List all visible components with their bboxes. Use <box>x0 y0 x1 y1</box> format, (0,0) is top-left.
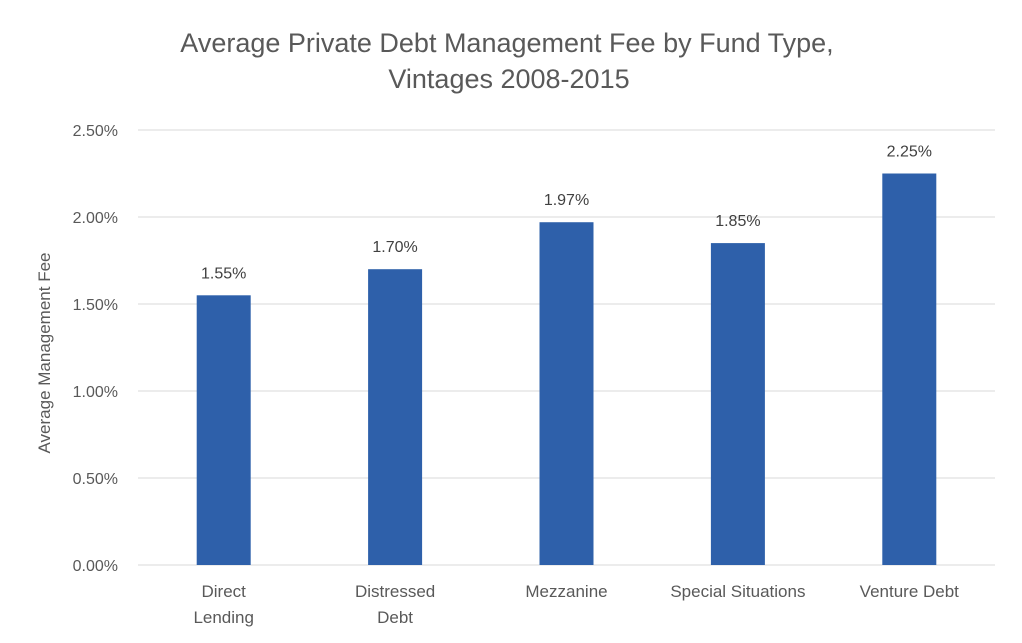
y-tick-label: 1.50% <box>73 297 118 314</box>
bar <box>882 173 937 565</box>
y-tick-label: 0.50% <box>73 471 118 488</box>
data-labels: 1.55% 1.70% 1.97% 1.85% 2.25% <box>201 144 932 283</box>
data-label: 2.25% <box>887 144 932 161</box>
x-category-label: Distressed <box>355 582 435 601</box>
x-category-label: Debt <box>377 608 413 627</box>
bars <box>196 173 937 565</box>
data-label: 1.55% <box>201 265 246 282</box>
x-category-label: Venture Debt <box>860 582 960 601</box>
bar <box>368 269 423 565</box>
data-label: 1.85% <box>715 213 760 230</box>
x-category-label: Special Situations <box>670 582 805 601</box>
bar <box>539 222 594 565</box>
chart-title-line-1: Average Private Debt Management Fee by F… <box>180 28 833 58</box>
x-axis-categories: Direct Lending Distressed Debt Mezzanine Spec… <box>193 582 959 627</box>
bar <box>710 243 765 565</box>
x-category-label: Direct <box>201 582 246 601</box>
data-label: 1.97% <box>544 192 589 209</box>
chart-title-line-2: Vintages 2008-2015 <box>388 64 629 94</box>
data-label: 1.70% <box>372 239 417 256</box>
y-tick-label: 1.00% <box>73 384 118 401</box>
y-axis-ticks: 0.00% 0.50% 1.00% 1.50% 2.00% 2.50% <box>73 123 118 575</box>
x-category-label: Mezzanine <box>525 582 607 601</box>
y-axis-label: Average Management Fee <box>35 253 54 454</box>
x-category-label: Lending <box>193 608 254 627</box>
bar <box>196 295 251 565</box>
y-tick-label: 2.50% <box>73 123 118 140</box>
y-tick-label: 2.00% <box>73 210 118 227</box>
y-tick-label: 0.00% <box>73 558 118 575</box>
